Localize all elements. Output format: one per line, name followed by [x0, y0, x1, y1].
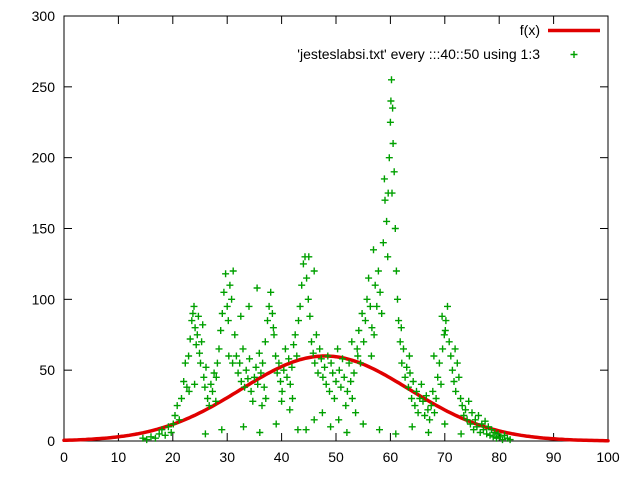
legend-label-fx: f(x): [520, 22, 540, 38]
legend-point-sample: [570, 51, 578, 58]
x-tick-label: 50: [328, 449, 344, 465]
x-tick-label: 80: [491, 449, 507, 465]
plot-border: [63, 15, 609, 442]
legend-label-datafile: 'jesteslabsi.txt' every :::40::50 using …: [297, 46, 540, 62]
data-points: [139, 76, 514, 444]
y-tick-label: 0: [47, 433, 55, 449]
y-tick-label: 250: [32, 79, 56, 95]
y-axis-tick-labels: 0 50 100 150 200 250 300: [32, 8, 56, 449]
x-tick-label: 20: [165, 449, 181, 465]
y-tick-label: 100: [32, 291, 56, 307]
x-tick-label: 30: [219, 449, 235, 465]
legend: f(x) 'jesteslabsi.txt' every :::40::50 u…: [297, 22, 600, 62]
x-tick-label: 0: [60, 449, 68, 465]
y-tick-label: 300: [32, 8, 56, 24]
x-tick-label: 40: [274, 449, 290, 465]
axis-ticks: [63, 15, 609, 442]
function-curve: [62, 354, 610, 443]
x-tick-label: 90: [546, 449, 562, 465]
x-tick-label: 10: [111, 449, 127, 465]
x-tick-label: 70: [437, 449, 453, 465]
x-tick-label: 60: [383, 449, 399, 465]
y-tick-label: 50: [39, 362, 55, 378]
y-tick-label: 200: [32, 150, 56, 166]
x-tick-label: 100: [596, 449, 620, 465]
scatter-points-layer: [139, 76, 514, 444]
y-tick-label: 150: [32, 221, 56, 237]
function-curve-layer: [62, 354, 610, 443]
x-axis-tick-labels: 0 10 20 30 40 50 60 70 80 90 100: [60, 449, 620, 465]
